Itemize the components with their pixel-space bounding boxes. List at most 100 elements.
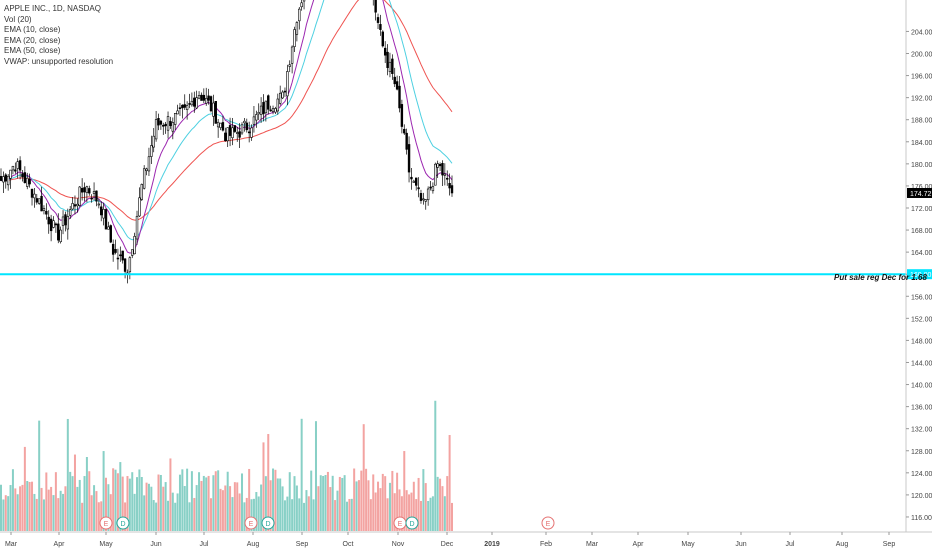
price-tick-label: 152.00 bbox=[911, 316, 932, 323]
volume-bar bbox=[400, 496, 403, 531]
event-circle bbox=[116, 516, 130, 530]
volume-bar bbox=[78, 479, 81, 531]
candle-body bbox=[178, 107, 182, 110]
candle-body bbox=[166, 116, 170, 131]
earnings-event-marker[interactable]: E bbox=[393, 516, 407, 530]
volume-bar bbox=[28, 481, 31, 531]
price-tick-label: 116.00 bbox=[911, 515, 932, 522]
candle-body bbox=[152, 135, 155, 148]
candle-body bbox=[157, 118, 160, 126]
volume-bar bbox=[369, 499, 372, 531]
ema10-line bbox=[0, 0, 453, 254]
legend-ema10[interactable]: EMA (10, close) bbox=[4, 25, 61, 34]
price-tick-label: 144.00 bbox=[911, 360, 932, 367]
volume-bar bbox=[317, 486, 320, 531]
candle-body bbox=[290, 46, 294, 64]
candle-body bbox=[429, 186, 432, 189]
time-tick-label: Aug bbox=[247, 541, 260, 548]
volume-bar bbox=[355, 481, 358, 531]
volume-bar bbox=[33, 493, 36, 531]
volume-bar bbox=[374, 492, 377, 531]
volume-bar bbox=[4, 495, 7, 531]
volume-bar bbox=[164, 482, 167, 531]
earnings-event-marker[interactable]: E bbox=[541, 516, 555, 530]
volume-bar bbox=[238, 493, 241, 531]
volume-bar bbox=[138, 469, 141, 531]
volume-bar bbox=[250, 499, 253, 531]
volume-bar bbox=[95, 491, 98, 531]
candle-body bbox=[78, 186, 81, 206]
volume-bar bbox=[233, 482, 236, 531]
candle-body bbox=[381, 31, 384, 47]
candle-body bbox=[147, 156, 151, 172]
candle-body bbox=[395, 81, 399, 90]
volume-bar bbox=[42, 499, 45, 531]
candle-body bbox=[16, 161, 19, 169]
legend-title[interactable]: APPLE INC., 1D, NASDAQ bbox=[4, 4, 101, 13]
candle-body bbox=[45, 210, 48, 215]
event-circle bbox=[261, 516, 275, 530]
volume-bar bbox=[291, 499, 294, 531]
legend-ema50[interactable]: EMA (50, close) bbox=[4, 46, 61, 55]
candle-body bbox=[52, 220, 55, 228]
candle-body bbox=[28, 179, 31, 185]
candle-body bbox=[97, 203, 101, 206]
earnings-event-marker[interactable]: E bbox=[244, 516, 258, 530]
legend-volume[interactable]: Vol (20) bbox=[4, 14, 32, 24]
volume-bar bbox=[307, 496, 310, 531]
volume-bar bbox=[412, 481, 415, 531]
volume-bar bbox=[66, 418, 69, 531]
volume-bar bbox=[272, 468, 275, 531]
candle-body bbox=[59, 229, 62, 243]
candle-body bbox=[255, 114, 258, 121]
volume-bar bbox=[176, 493, 179, 531]
candle-body bbox=[436, 163, 439, 168]
event-label: E bbox=[398, 521, 403, 528]
volume-bar bbox=[286, 496, 289, 531]
candle-body bbox=[298, 8, 301, 22]
volume-bar bbox=[255, 492, 258, 531]
volume-bar bbox=[441, 486, 444, 531]
chart-annotation[interactable]: Put sale reg Dec for 1.68 bbox=[834, 273, 927, 282]
volume-bar bbox=[429, 497, 432, 531]
event-circle bbox=[405, 516, 419, 530]
volume-bar bbox=[350, 498, 353, 531]
dividend-event-marker[interactable]: D bbox=[405, 516, 419, 530]
candle-body bbox=[295, 22, 299, 35]
volume-bar bbox=[143, 495, 146, 531]
earnings-event-marker[interactable]: E bbox=[99, 516, 113, 530]
candle-body bbox=[419, 193, 423, 201]
candle-body bbox=[92, 191, 96, 194]
legend-ema20[interactable]: EMA (20, close) bbox=[4, 35, 61, 45]
candle-body bbox=[169, 120, 172, 126]
candle-body bbox=[128, 257, 132, 273]
candle-body bbox=[226, 127, 229, 142]
dividend-event-marker[interactable]: D bbox=[261, 516, 275, 530]
last-price-label: 174.72 bbox=[910, 191, 932, 198]
dividend-event-marker[interactable]: D bbox=[116, 516, 130, 530]
candle-body bbox=[162, 124, 165, 127]
volume-bar bbox=[279, 478, 282, 531]
volume-bar bbox=[116, 473, 119, 531]
time-tick-label: Mar bbox=[586, 541, 599, 548]
candle-body bbox=[415, 177, 418, 186]
candle-body bbox=[431, 186, 435, 192]
candle-body bbox=[150, 145, 153, 157]
candle-body bbox=[250, 127, 253, 138]
candle-body bbox=[212, 102, 215, 117]
candle-body bbox=[18, 160, 22, 171]
candle-body bbox=[278, 92, 282, 104]
candle-body bbox=[83, 187, 86, 193]
volume-bar bbox=[260, 484, 263, 531]
candle-body bbox=[271, 108, 275, 112]
candle-body bbox=[214, 101, 217, 124]
legend-vwap[interactable]: VWAP: unsupported resolution bbox=[4, 56, 114, 66]
volume-bar bbox=[119, 462, 122, 531]
volume-bar bbox=[45, 472, 48, 531]
volume-bar bbox=[295, 485, 298, 531]
candle-body bbox=[9, 169, 12, 179]
volume-bar bbox=[35, 498, 38, 531]
